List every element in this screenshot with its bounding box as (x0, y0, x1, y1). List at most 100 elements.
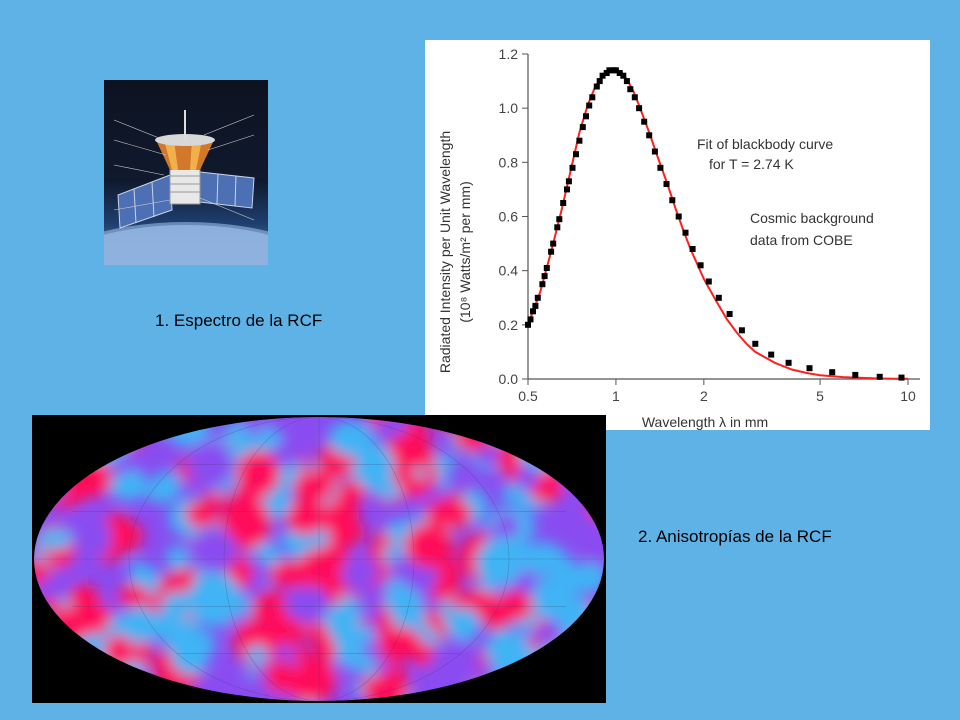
map-fluctuation-blob (76, 440, 94, 457)
data-point (593, 83, 600, 90)
data-point (560, 200, 567, 206)
data-point (651, 148, 658, 155)
data-point (785, 359, 792, 366)
map-fluctuation-blob (34, 670, 46, 690)
map-fluctuation-blob (330, 662, 352, 679)
map-graticule-line (223, 417, 415, 701)
y-tick-label: 0.2 (499, 317, 519, 333)
map-fluctuation-blob (564, 643, 604, 697)
x-tick-label: 0.5 (518, 388, 538, 404)
data-point (586, 102, 593, 109)
map-fluctuation-blob (564, 626, 604, 665)
data-point (898, 374, 905, 381)
data-point (569, 164, 576, 171)
map-fluctuation-blob (313, 636, 337, 663)
data-point (876, 373, 883, 380)
map-fluctuation-blob (501, 674, 552, 701)
fit-curve-line (527, 69, 908, 380)
data-point (829, 369, 836, 376)
map-fluctuation-blob (484, 629, 530, 667)
data-point (579, 124, 586, 131)
data-point (675, 213, 682, 220)
anisotropy-map-svg (34, 417, 604, 701)
map-fluctuation-blob (338, 480, 366, 503)
map-fluctuation-blob (39, 432, 59, 445)
data-point (616, 70, 623, 76)
y-tick-label: 1.2 (499, 46, 519, 62)
map-fluctuation-blob (151, 471, 182, 502)
data-point (646, 132, 653, 139)
map-fluctuation-blob (117, 424, 143, 451)
map-fluctuation-blob (323, 605, 358, 633)
map-fluctuation-blob (528, 439, 563, 460)
map-fluctuation-blob (559, 423, 585, 441)
data-point (663, 181, 670, 187)
annotation-fit-line2: for T = 2.74 K (709, 156, 794, 172)
map-fluctuation-blob (377, 627, 423, 660)
map-fluctuation-blob (542, 445, 570, 462)
spectrum-chart: 0.0 0.2 0.4 0.6 0.8 1.0 1.2 0.5 1 2 5 10 Radiated I… (425, 40, 930, 430)
x-tick-label: 10 (900, 388, 916, 404)
data-point (738, 327, 745, 334)
map-fluctuation-blob (171, 642, 209, 675)
map-fluctuation-blob (571, 509, 594, 530)
map-fluctuation-blob (534, 644, 577, 679)
data-point (715, 294, 722, 301)
data-point (641, 118, 648, 125)
map-fluctuation-blob (36, 527, 74, 551)
data-point (752, 340, 759, 347)
caption-anisotropies: 2. Anisotropías de la RCF (638, 527, 832, 546)
map-fluctuation-blob (165, 545, 190, 571)
x-tick-label: 5 (816, 388, 824, 404)
map-fluctuation-blob (290, 679, 316, 701)
data-point (768, 351, 775, 358)
map-fluctuation-blob (571, 442, 604, 477)
cobe-satellite-photo (104, 80, 268, 265)
x-tick-label: 2 (700, 388, 708, 404)
data-point (599, 72, 606, 79)
map-fluctuation-blob (109, 472, 150, 501)
map-fluctuation-blob (372, 660, 393, 674)
satellite-illustration (104, 110, 268, 265)
map-fluctuation-blob (43, 447, 63, 461)
x-tick-label: 1 (612, 388, 620, 404)
map-fluctuation-blob (537, 642, 586, 697)
map-fluctuation-blob (34, 417, 57, 449)
map-fluctuation-blob (117, 584, 149, 607)
spectrum-chart-svg: 0.0 0.2 0.4 0.6 0.8 1.0 1.2 0.5 1 2 5 10 Radiated I… (437, 46, 920, 430)
map-fluctuation-blob (463, 417, 484, 432)
y-tick-label: 1.0 (499, 100, 519, 116)
data-point (705, 278, 712, 285)
solar-panel-right (199, 171, 255, 209)
map-fluctuation-blob (384, 587, 423, 618)
data-point (550, 240, 557, 247)
x-axis-label: Wavelength λ in mm (642, 414, 768, 430)
map-fluctuation-blob (510, 428, 546, 459)
map-fluctuation-blob (433, 417, 462, 431)
map-fluctuation-blob (519, 541, 566, 576)
data-point (596, 78, 603, 85)
map-fluctuation-blob (34, 460, 60, 500)
map-fluctuation-blob (245, 644, 269, 665)
map-fluctuation-blob (495, 513, 519, 537)
map-fluctuation-blob (36, 577, 62, 596)
map-fluctuation-blob (319, 555, 346, 572)
map-fluctuation-blob (235, 450, 280, 498)
map-fluctuation-blob (424, 609, 443, 629)
map-fluctuation-blob (188, 570, 241, 627)
map-fluctuation-blob (432, 454, 457, 472)
map-fluctuation-blob (187, 440, 234, 489)
map-fluctuation-blob (540, 619, 562, 644)
data-point (583, 113, 589, 120)
map-fluctuation-blob (562, 425, 604, 463)
map-fluctuation-blob (94, 439, 125, 459)
data-point (682, 229, 689, 236)
map-fluctuation-blob (562, 636, 603, 678)
map-fluctuation-blob (594, 691, 604, 701)
annotation-data-line1: Cosmic background (750, 210, 874, 226)
map-fluctuation-blob (559, 642, 604, 695)
map-fluctuation-blob (65, 420, 101, 444)
data-point (530, 308, 536, 315)
data-point (539, 281, 546, 288)
map-fluctuation-blob (39, 449, 76, 487)
